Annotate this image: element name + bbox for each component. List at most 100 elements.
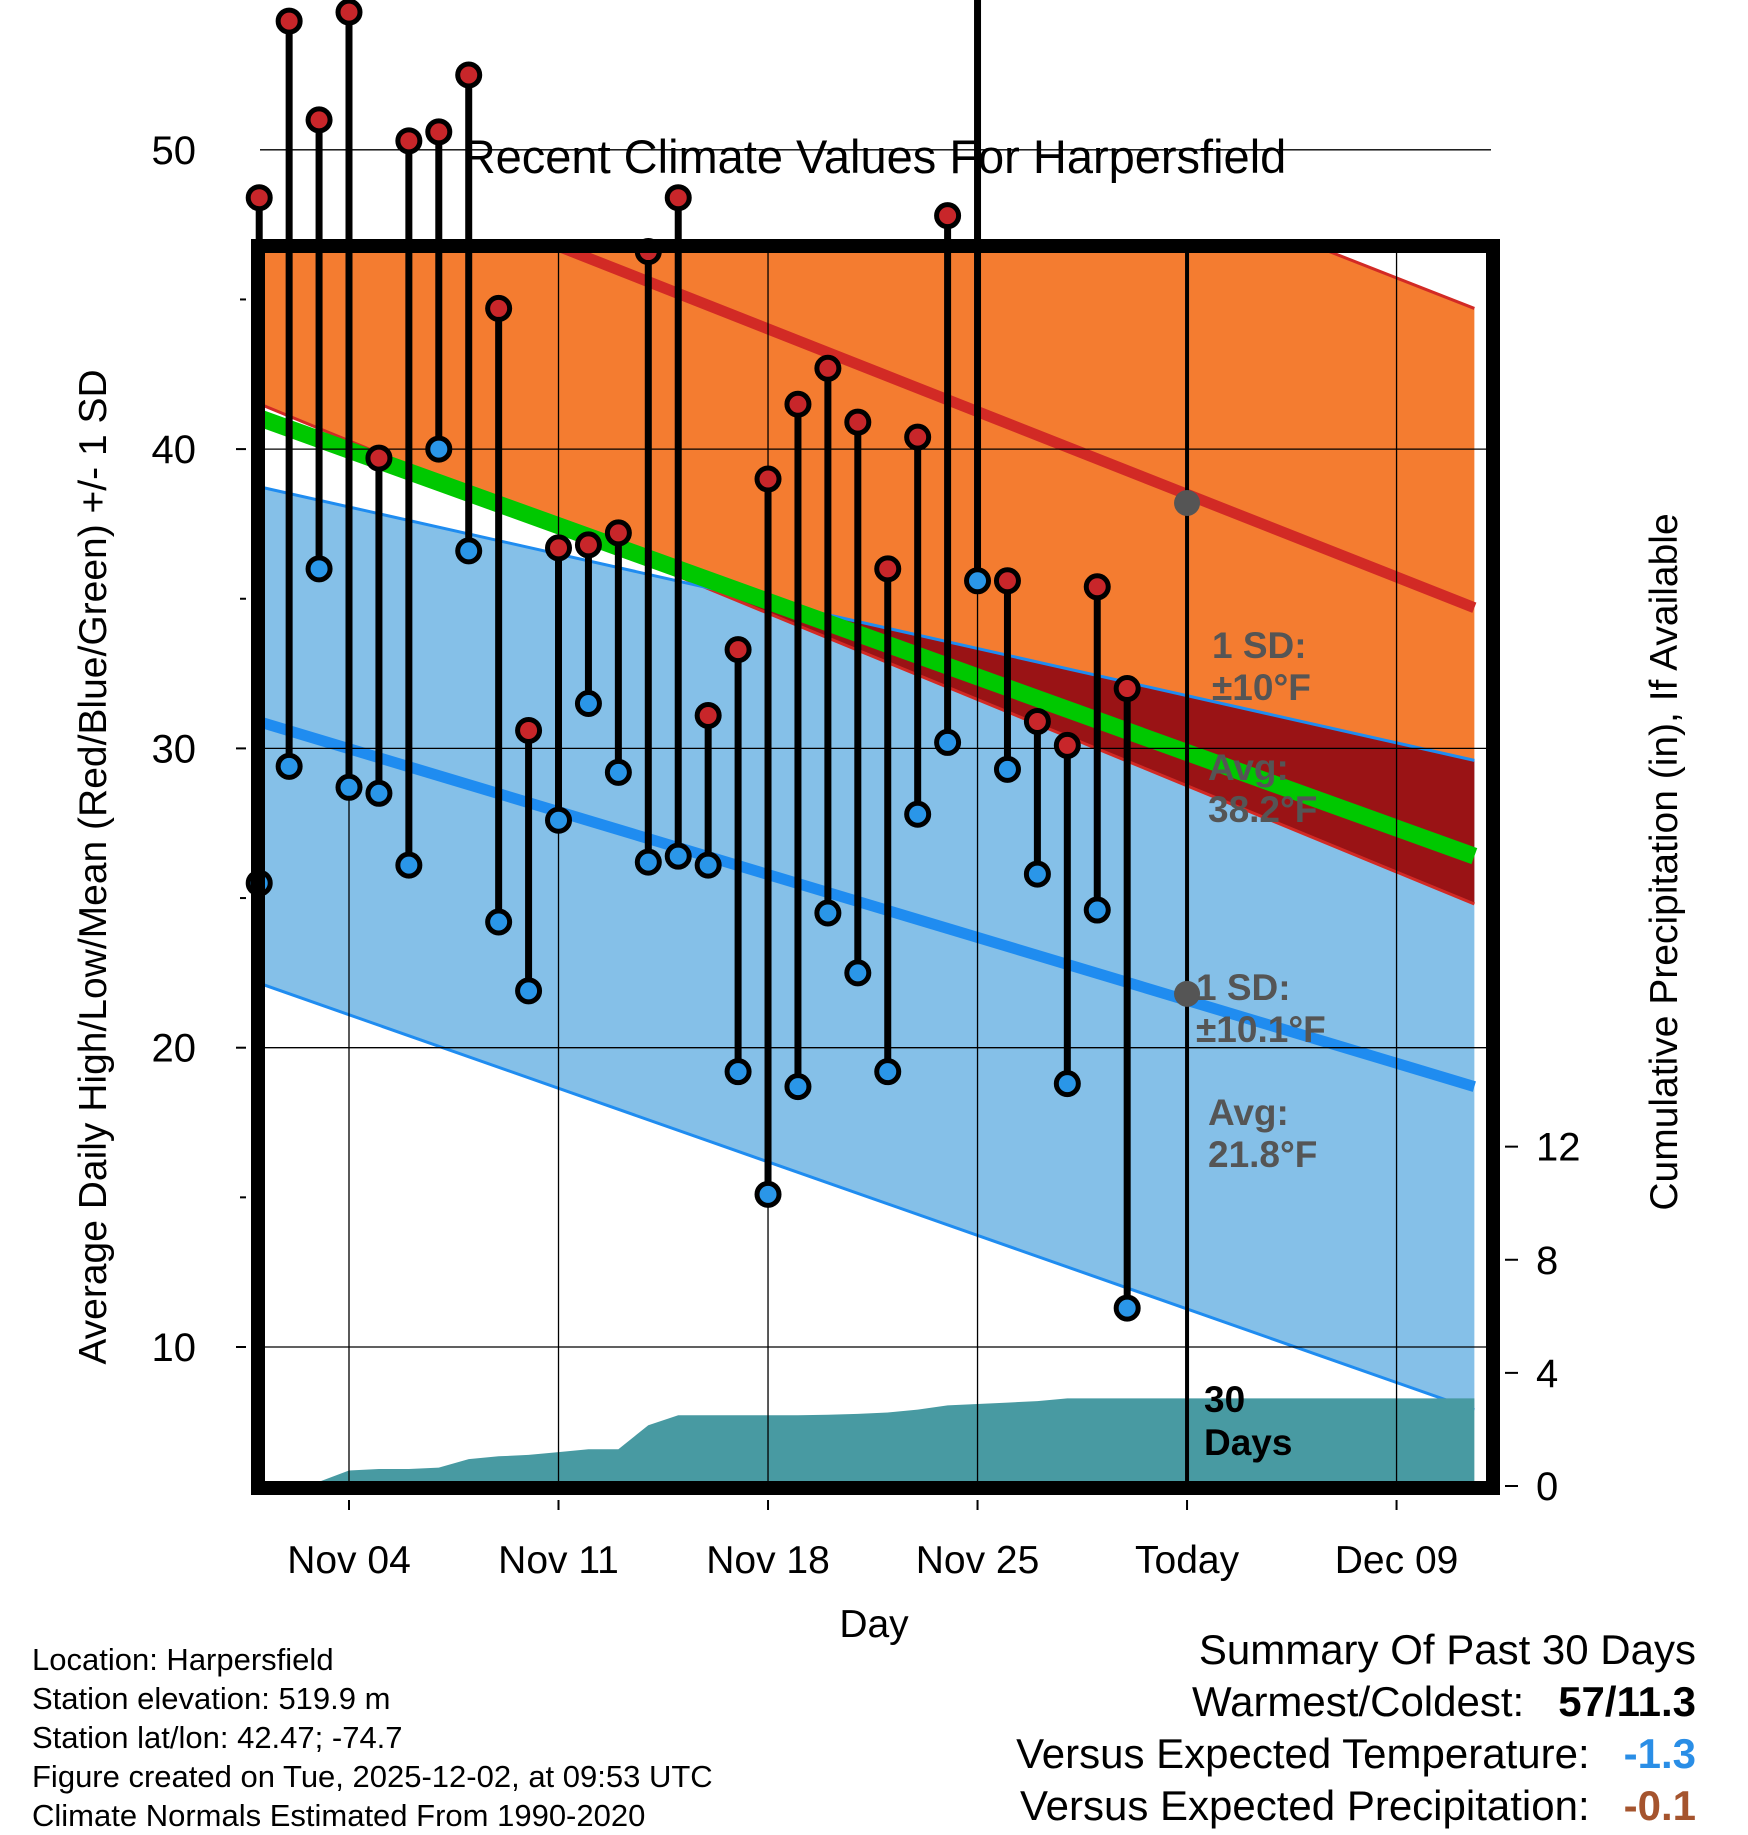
obs-high-dot: [365, 444, 393, 472]
obs-low-dot: [993, 755, 1021, 783]
obs-high-dot: [724, 636, 752, 664]
obs-high-dot: [874, 555, 902, 583]
high-avg-label: Avg:: [1208, 747, 1289, 788]
obs-high-dot: [545, 534, 573, 562]
obs-high-dot: [335, 0, 363, 26]
obs-low-dot: [604, 758, 632, 786]
obs-low-dot: [455, 537, 483, 565]
high-mean-line: [552, 250, 1477, 613]
y2-tick-label: 4: [1536, 1352, 1558, 1396]
obs-high-dot: [245, 184, 273, 212]
obs-low-dot: [634, 848, 662, 876]
y-tick-label: 10: [152, 1326, 197, 1370]
obs-low-dot: [784, 1073, 812, 1101]
y-tick-label: 40: [152, 428, 197, 472]
temp-label: Versus Expected Temperature:: [1016, 1730, 1590, 1777]
high-sd-value: ±10°F: [1212, 667, 1311, 708]
obs-high-dot: [485, 294, 513, 322]
obs-low-dot: [844, 959, 872, 987]
y-tick-label: 50: [152, 129, 197, 173]
chart-title: Recent Climate Values For Harpersfield: [462, 130, 1287, 183]
today-high-normal-dot: [1174, 489, 1201, 516]
x-tick-label: Nov 11: [498, 1539, 619, 1582]
obs-low-dot: [425, 435, 453, 463]
low-avg-label: Avg:: [1208, 1092, 1289, 1133]
summary-title: Summary Of Past 30 Days: [1016, 1624, 1696, 1676]
precip-value: -0.1: [1623, 1782, 1696, 1829]
y2-tick-label: 8: [1536, 1239, 1558, 1283]
x-tick-label: Nov 04: [287, 1539, 411, 1582]
plot-frame: [251, 239, 1500, 1495]
x-tick-label: Nov 18: [706, 1539, 830, 1582]
summary-temp: Versus Expected Temperature: -1.3: [1016, 1728, 1696, 1780]
obs-high-dot: [455, 61, 483, 89]
today-low-normal-dot: [1174, 980, 1201, 1007]
obs-low-dot: [395, 851, 423, 879]
obs-high-dot: [1023, 707, 1051, 735]
info-elevation: Station elevation: 519.9 m: [32, 1681, 391, 1716]
obs-low-dot: [1053, 1070, 1081, 1098]
obs-high-dot: [754, 465, 782, 493]
summary-title-text: Summary Of Past 30 Days: [1198, 1626, 1696, 1673]
high-avg-value: 38.2°F: [1208, 789, 1317, 830]
obs-high-dot: [1113, 675, 1141, 703]
high-sd-label: 1 SD:: [1212, 625, 1307, 666]
x-tick-label: Dec 09: [1335, 1539, 1459, 1582]
temp-value: -1.3: [1623, 1730, 1696, 1777]
obs-high-dot: [305, 106, 333, 134]
obs-low-dot: [1113, 1294, 1141, 1322]
summary-panel: Summary Of Past 30 Days Warmest/Coldest:…: [1016, 1624, 1696, 1832]
x-axis-label: Day: [839, 1603, 909, 1646]
y2-tick-label: 0: [1536, 1465, 1558, 1509]
obs-low-dot: [934, 728, 962, 756]
precip-label: Versus Expected Precipitation:: [1019, 1782, 1590, 1829]
obs-low-dot: [275, 752, 303, 780]
obs-high-dot: [1053, 731, 1081, 759]
obs-low-dot: [874, 1058, 902, 1086]
obs-high-dot: [604, 519, 632, 547]
warm-cold-label: Warmest/Coldest:: [1192, 1678, 1525, 1725]
obs-low-dot: [754, 1180, 782, 1208]
obs-high-dot: [395, 127, 423, 155]
obs-low-dot: [305, 555, 333, 583]
low-avg-value: 21.8°F: [1208, 1134, 1317, 1175]
obs-high-dot: [664, 184, 692, 212]
obs-low-dot: [814, 899, 842, 927]
y2-tick-label: 12: [1536, 1126, 1581, 1170]
obs-low-dot: [904, 800, 932, 828]
obs-high-dot: [515, 716, 543, 744]
x-tick-label: Nov 25: [916, 1539, 1040, 1582]
obs-high-dot: [993, 567, 1021, 595]
precip-area: [260, 1398, 1475, 1486]
obs-low-dot: [1023, 860, 1051, 888]
summary-precip: Versus Expected Precipitation: -0.1: [1016, 1780, 1696, 1832]
warm-cold-value: 57/11.3: [1558, 1678, 1696, 1725]
obs-low-dot: [1083, 896, 1111, 924]
station-info: Location: Harpersfield Station elevation…: [32, 1640, 713, 1835]
y-tick-label: 30: [152, 727, 197, 771]
obs-high-dot: [844, 408, 872, 436]
info-created: Figure created on Tue, 2025-12-02, at 09…: [32, 1759, 713, 1794]
obs-low-dot: [545, 806, 573, 834]
x-tick-label: Today: [1135, 1539, 1240, 1582]
obs-high-dot: [574, 531, 602, 559]
obs-low-dot: [515, 977, 543, 1005]
obs-high-dot: [1083, 573, 1111, 601]
info-latlon: Station lat/lon: 42.47; -74.7: [32, 1720, 403, 1755]
low-sd-label: 1 SD:: [1196, 967, 1291, 1008]
obs-low-dot: [335, 773, 363, 801]
obs-high-dot: [694, 701, 722, 729]
obs-low-dot: [574, 690, 602, 718]
obs-low-dot: [964, 567, 992, 595]
obs-high-dot: [784, 390, 812, 418]
y-tick-label: 20: [152, 1027, 197, 1071]
obs-low-dot: [724, 1058, 752, 1086]
info-normals: Climate Normals Estimated From 1990-2020: [32, 1798, 646, 1833]
obs-high-dot: [814, 354, 842, 382]
low-sd-value: ±10.1°F: [1196, 1009, 1326, 1050]
obs-high-dot: [275, 7, 303, 35]
summary-warm-cold: Warmest/Coldest: 57/11.3: [1016, 1676, 1696, 1728]
obs-low-dot: [694, 851, 722, 879]
obs-high-dot: [425, 118, 453, 146]
